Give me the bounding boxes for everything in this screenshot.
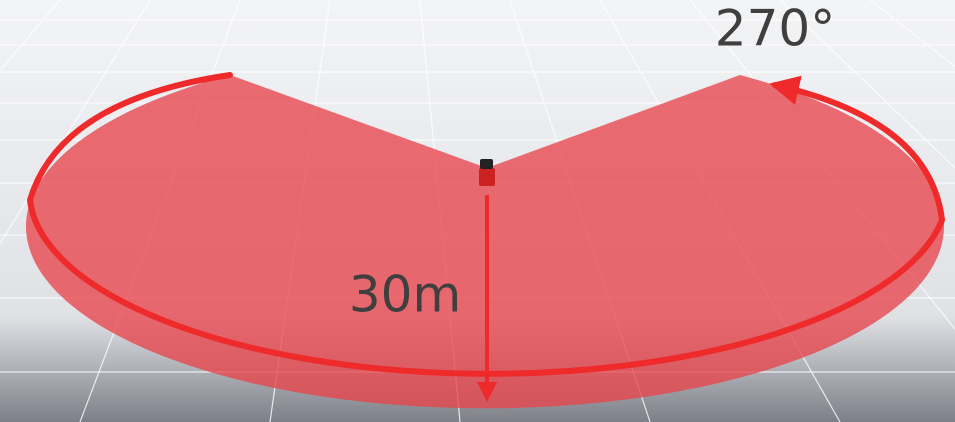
angle-label: 270° — [715, 0, 835, 58]
range-label: 30m — [349, 266, 461, 324]
sensor-head — [480, 159, 493, 169]
sensor-base — [479, 168, 495, 186]
angle-arc — [26, 72, 946, 377]
